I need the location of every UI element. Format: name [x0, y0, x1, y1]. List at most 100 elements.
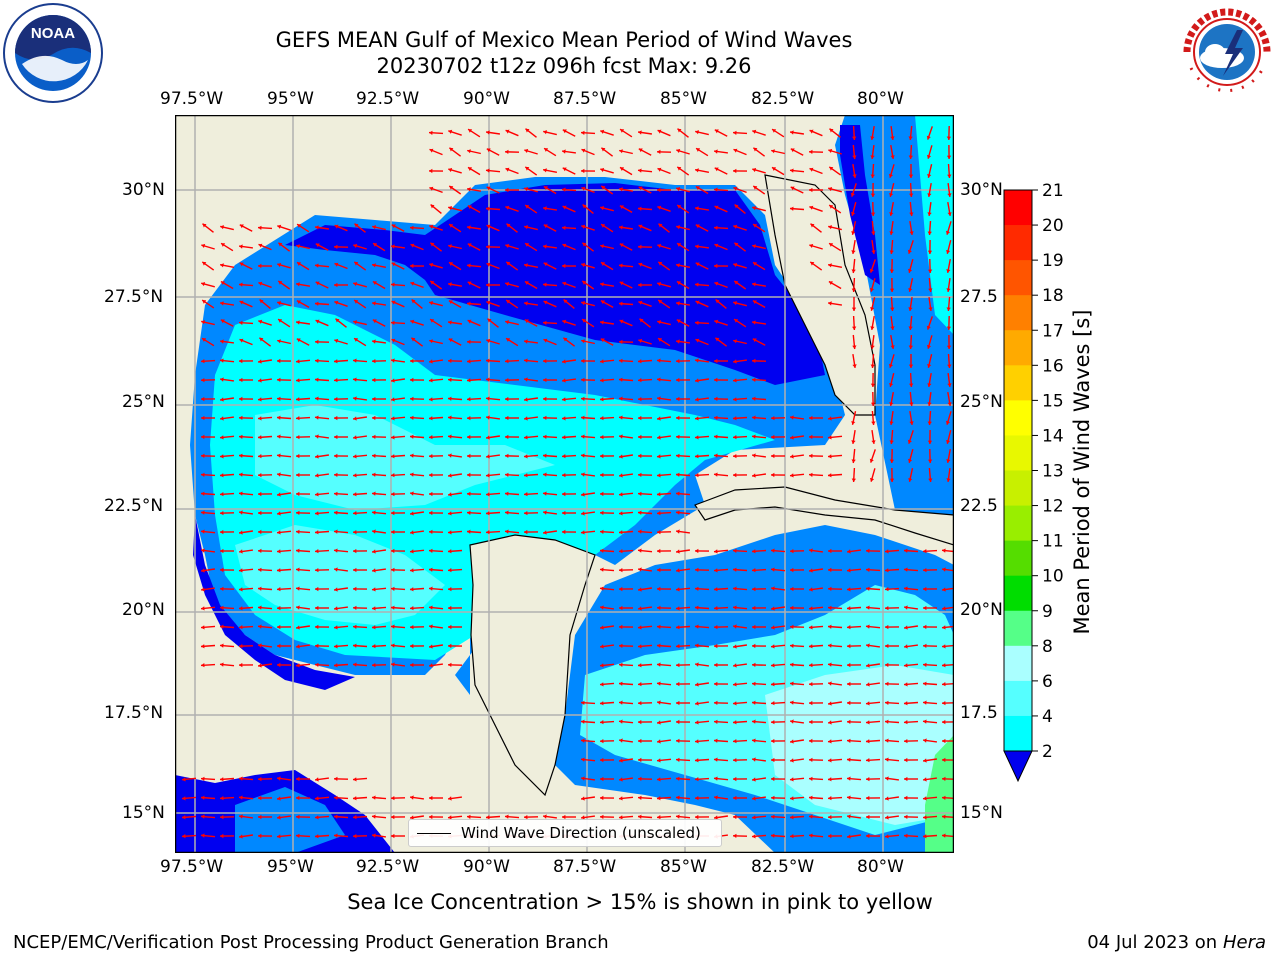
footer-credit: NCEP/EMC/Verification Post Processing Pr… [13, 932, 609, 953]
wind-wave-arrow [220, 416, 234, 421]
wind-wave-arrow [314, 662, 330, 667]
wind-wave-arrow [751, 662, 767, 667]
wind-wave-arrow [789, 662, 805, 667]
wind-wave-arrow [200, 472, 216, 477]
wind-wave-arrow [927, 354, 933, 368]
wind-wave-arrow [200, 606, 216, 611]
wind-wave-arrow [789, 168, 805, 173]
wind-wave-arrow [695, 338, 709, 346]
wind-wave-arrow [524, 148, 538, 155]
wind-wave-arrow [543, 185, 557, 195]
wind-wave-arrow [238, 568, 254, 573]
wind-wave-arrow [219, 454, 235, 459]
wind-wave-arrow [409, 377, 425, 383]
wind-wave-arrow [448, 261, 462, 271]
wind-wave-arrow [371, 359, 387, 364]
wind-wave-arrow [770, 776, 786, 782]
wind-wave-arrow [656, 643, 672, 648]
lon-label-top: 97.5°W [160, 89, 224, 109]
wind-wave-arrow [428, 397, 444, 402]
wind-wave-arrow [618, 415, 634, 420]
wind-wave-arrow [870, 163, 875, 179]
wind-wave-arrow [618, 796, 634, 801]
wind-wave-arrow [694, 777, 710, 782]
colorbar-band [1004, 400, 1032, 436]
wind-wave-arrow [467, 453, 481, 459]
wind-wave-arrow [448, 223, 462, 233]
wind-wave-arrow [201, 282, 215, 288]
lon-label-bottom: 82.5°W [751, 857, 815, 877]
wind-wave-arrow [238, 625, 254, 630]
wind-wave-arrow [619, 738, 633, 743]
wind-wave-arrow [333, 644, 349, 649]
wind-wave-arrow [869, 449, 876, 463]
wind-wave-arrow [751, 358, 767, 363]
wind-wave-arrow [352, 492, 368, 497]
wind-wave-arrow [257, 605, 273, 610]
wind-wave-arrow [239, 814, 253, 819]
wind-wave-arrow [315, 473, 329, 478]
wind-wave-arrow [618, 377, 634, 382]
colorbar-band [1004, 540, 1032, 577]
wind-wave-arrow [946, 144, 952, 160]
wind-wave-arrow [732, 435, 748, 440]
wind-wave-arrow [694, 758, 710, 763]
wind-wave-arrow [600, 129, 614, 136]
wind-wave-arrow [391, 244, 405, 249]
wind-wave-arrow [637, 776, 653, 781]
wind-wave-arrow [639, 318, 651, 328]
wind-wave-arrow [866, 682, 880, 687]
wind-wave-arrow [851, 429, 856, 445]
wind-wave-arrow [675, 434, 691, 439]
wind-wave-arrow [352, 473, 368, 478]
wind-wave-arrow [485, 358, 501, 363]
wind-wave-arrow [428, 529, 444, 534]
wind-wave-arrow [543, 147, 557, 157]
wind-wave-arrow [599, 397, 615, 402]
wind-wave-arrow [277, 511, 291, 516]
wind-wave-arrow [827, 586, 843, 591]
wind-wave-arrow [789, 700, 805, 705]
wind-wave-arrow [770, 416, 786, 421]
wind-wave-arrow [542, 453, 558, 458]
wind-wave-arrow [846, 644, 862, 649]
wind-wave-arrow [713, 263, 729, 269]
wind-wave-arrow [713, 187, 729, 192]
wind-wave-arrow [694, 548, 710, 554]
wind-wave-arrow [828, 280, 842, 290]
wind-wave-arrow [448, 796, 462, 801]
wind-wave-arrow [809, 415, 823, 421]
wind-wave-arrow [257, 586, 273, 591]
wind-wave-arrow [201, 299, 215, 309]
wind-wave-arrow [543, 244, 557, 249]
wind-wave-arrow [599, 510, 615, 515]
wind-wave-arrow [600, 776, 614, 782]
wind-wave-arrow [238, 434, 254, 439]
wind-wave-arrow [733, 224, 747, 231]
wind-wave-arrow [846, 757, 862, 762]
wind-wave-arrow [354, 223, 366, 233]
wind-wave-arrow [466, 397, 482, 402]
wind-wave-arrow [219, 473, 235, 478]
wind-wave-arrow [429, 491, 443, 497]
wind-wave-arrow [827, 605, 843, 610]
wind-wave-arrow [851, 411, 857, 425]
wind-wave-arrow [751, 815, 767, 820]
wind-wave-arrow [295, 378, 311, 383]
wind-wave-arrow [200, 568, 216, 573]
wind-wave-arrow [827, 739, 843, 744]
wind-wave-arrow [713, 415, 729, 420]
wind-wave-arrow [846, 795, 862, 800]
wind-wave-arrow [371, 491, 387, 496]
wind-wave-arrow [618, 263, 634, 268]
wind-wave-arrow [851, 239, 856, 255]
wind-wave-arrow [638, 282, 652, 288]
wind-wave-arrow [486, 224, 500, 232]
wind-wave-arrow [466, 472, 482, 478]
wind-wave-arrow [314, 263, 330, 268]
wind-wave-arrow [751, 681, 767, 686]
lat-label-left: 30°N [122, 180, 165, 200]
wind-wave-arrow [903, 567, 919, 572]
wind-wave-arrow [752, 453, 766, 458]
wind-wave-arrow [618, 492, 634, 497]
